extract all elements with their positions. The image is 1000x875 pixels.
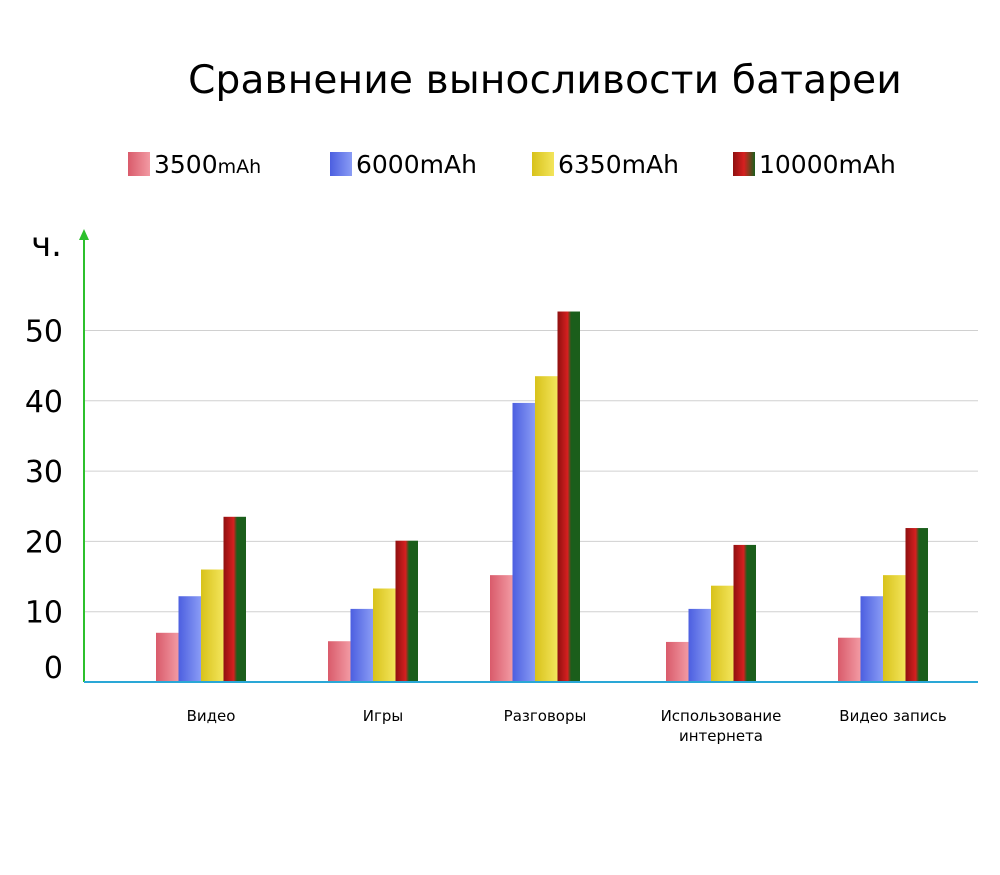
x-tick-label: Разговоры [504,707,587,725]
y-tick-label: 30 [25,455,63,490]
x-tick-label: Использование [661,707,782,725]
legend-item-6000: 6000mAh [330,149,477,179]
bar [733,544,756,682]
bar [688,608,711,682]
labels: 0 10 20 30 40 50 ч. Видео Игры Разговоры Использов… [25,225,947,745]
bar [178,596,201,682]
legend-label: 10000mAh [759,149,896,179]
bar [535,376,558,682]
legend-label: 6000mAh [356,149,477,179]
bar [838,637,861,682]
bar [666,641,689,682]
bar [490,575,513,682]
y-tick-label: 40 [25,385,63,420]
x-tick-label: Видео [187,707,236,725]
legend-item-3500: 3500mAh [128,149,262,179]
bar [373,588,396,682]
bar [156,632,179,682]
bar [223,516,246,682]
axes [79,229,978,683]
bar [512,402,535,682]
y-axis-arrow [79,229,89,240]
legend-swatch [330,152,352,176]
y-tick-label: 50 [25,315,63,350]
x-tick-label: Видео запись [839,707,946,725]
bar [395,540,418,682]
bars [156,311,928,682]
bar [905,528,928,682]
legend-swatch [733,152,755,176]
bar [860,596,883,682]
x-tick-label: Игры [363,707,403,725]
legend-item-6350: 6350mAh [532,149,679,179]
bar [557,311,580,682]
bar [883,575,906,682]
legend-item-10000: 10000mAh [733,149,896,179]
y-axis-label: ч. [31,225,62,265]
bar [328,641,351,682]
legend-swatch [128,152,150,176]
y-tick-label: 20 [25,525,63,560]
bar [711,585,734,682]
legend-label: 6350mAh [558,149,679,179]
y-tick-label: 10 [25,596,63,631]
chart-title: Сравнение выносливости батареи [188,58,902,103]
legend-label: 3500mAh [154,149,262,179]
x-tick-label: интернета [679,727,763,745]
bar [201,569,224,682]
bar [350,608,373,682]
y-tick-label: 0 [44,651,63,686]
legend-swatch [532,152,554,176]
